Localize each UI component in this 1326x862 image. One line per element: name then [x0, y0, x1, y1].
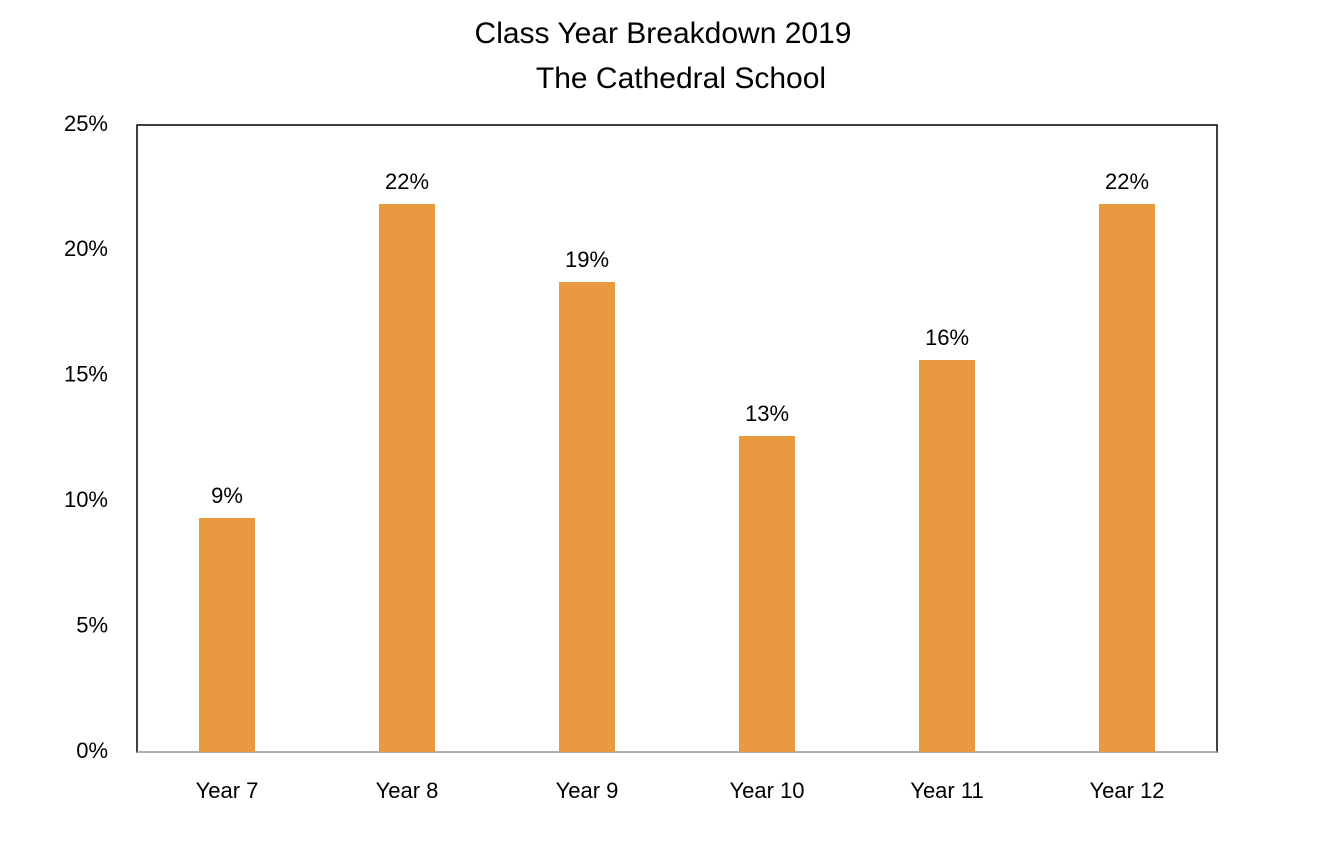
- y-tick-label: 5%: [76, 612, 108, 637]
- bar: [199, 518, 255, 752]
- bar: [379, 204, 435, 752]
- y-tick-label: 25%: [64, 111, 108, 136]
- bar: [739, 435, 795, 752]
- bar: [559, 282, 615, 752]
- x-tick-label: Year 10: [729, 778, 804, 803]
- data-label: 22%: [1105, 169, 1149, 194]
- x-tick-label: Year 8: [376, 778, 439, 803]
- x-tick-label: Year 9: [556, 778, 619, 803]
- data-label: 19%: [565, 247, 609, 272]
- y-tick-label: 20%: [64, 236, 108, 261]
- data-label: 16%: [925, 325, 969, 350]
- data-label: 13%: [745, 401, 789, 426]
- data-label: 22%: [385, 169, 429, 194]
- x-tick-label: Year 7: [196, 778, 259, 803]
- bar: [1099, 204, 1155, 752]
- x-tick-label: Year 12: [1089, 778, 1164, 803]
- data-label: 9%: [211, 483, 243, 508]
- bar: [919, 359, 975, 752]
- chart-title: Class Year Breakdown 2019: [475, 17, 852, 50]
- x-tick-label: Year 11: [910, 778, 983, 803]
- y-tick-label: 0%: [76, 738, 108, 763]
- y-tick-label: 15%: [64, 362, 108, 387]
- chart-subtitle: The Cathedral School: [536, 62, 826, 95]
- y-tick-label: 10%: [64, 487, 108, 512]
